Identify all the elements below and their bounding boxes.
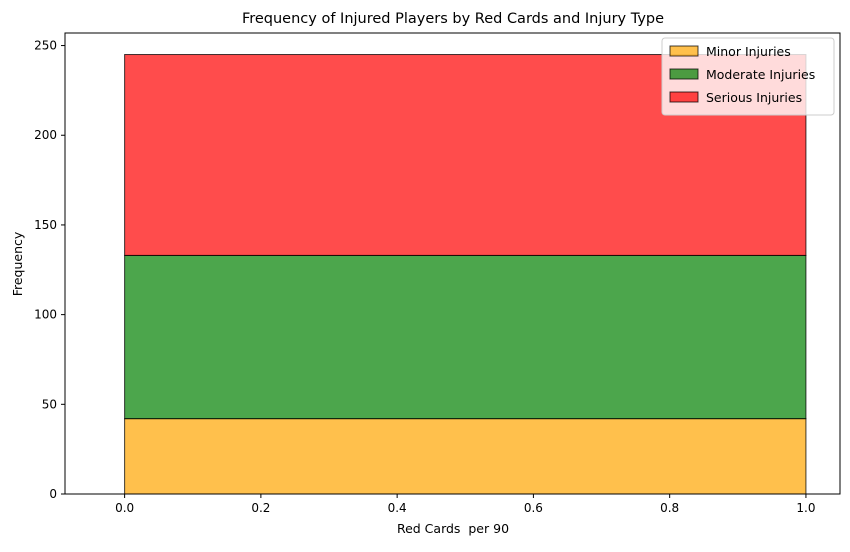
x-tick-label: 0.4	[388, 501, 407, 515]
bar-segment-2	[124, 254, 807, 420]
y-tick-label: 50	[42, 397, 57, 411]
y-axis-label: Frequency	[10, 231, 25, 296]
bar-segment-1	[124, 418, 807, 495]
axes-frame	[64, 32, 841, 495]
y-axis: 0 50 100 150 200 250	[34, 39, 65, 501]
legend-label: Serious Injuries	[706, 90, 802, 105]
x-tick-label: 0.0	[115, 501, 134, 515]
y-tick-label: 250	[34, 39, 57, 53]
x-tick-label: 0.6	[524, 501, 543, 515]
chart-title: Frequency of Injured Players by Red Card…	[242, 11, 664, 27]
y-tick-label: 200	[34, 128, 57, 142]
x-axis-label: Red Cards per 90	[397, 521, 509, 536]
x-axis: 0.0 0.2 0.4 0.6 0.8 1.0	[115, 494, 815, 515]
y-tick-label: 0	[49, 487, 57, 501]
y-tick-label: 100	[34, 308, 57, 322]
y-tick-label: 150	[34, 218, 57, 232]
legend-swatch	[669, 68, 699, 80]
legend-label: Minor Injuries	[706, 44, 791, 59]
x-tick-label: 1.0	[796, 501, 815, 515]
legend-swatch	[669, 45, 699, 57]
legend-swatch	[669, 91, 699, 103]
bar-group	[124, 54, 807, 495]
x-tick-label: 0.2	[251, 501, 270, 515]
x-tick-label: 0.8	[660, 501, 679, 515]
legend: Minor Injuries Moderate Injuries Serious I…	[661, 37, 835, 116]
legend-box	[661, 37, 835, 116]
legend-label: Moderate Injuries	[706, 67, 815, 82]
